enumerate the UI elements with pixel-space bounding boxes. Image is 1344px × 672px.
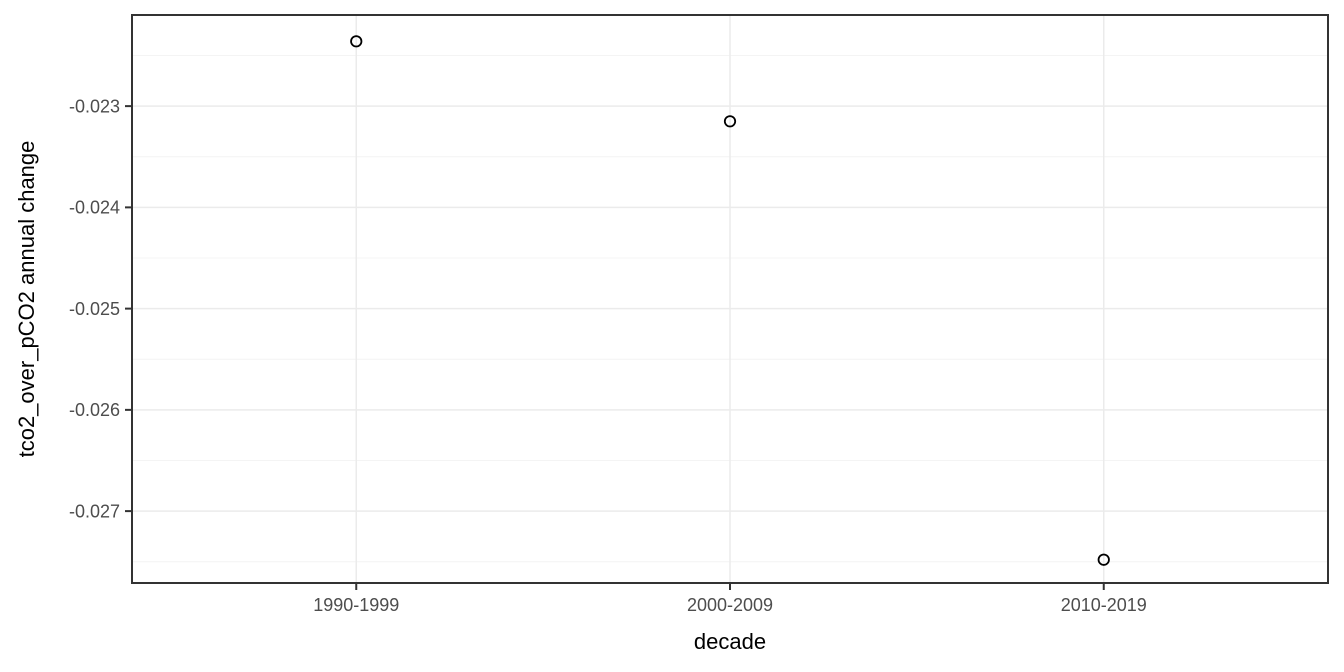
data-point[interactable] — [1097, 553, 1110, 566]
y-tick-label: -0.026 — [69, 400, 120, 420]
y-tick-label: -0.023 — [69, 96, 120, 116]
x-tick-label: 2010-2019 — [1061, 595, 1147, 615]
y-tick-label: -0.025 — [69, 299, 120, 319]
y-tick-label: -0.027 — [69, 501, 120, 521]
y-axis-title: tco2_over_pCO2 annual change — [14, 140, 39, 458]
y-tick-label: -0.024 — [69, 198, 120, 218]
x-axis-title: decade — [693, 629, 767, 654]
x-tick-label: 1990-1999 — [313, 595, 399, 615]
x-tick-label: 2000-2009 — [687, 595, 773, 615]
data-point[interactable] — [723, 115, 737, 128]
data-point[interactable] — [350, 35, 363, 48]
